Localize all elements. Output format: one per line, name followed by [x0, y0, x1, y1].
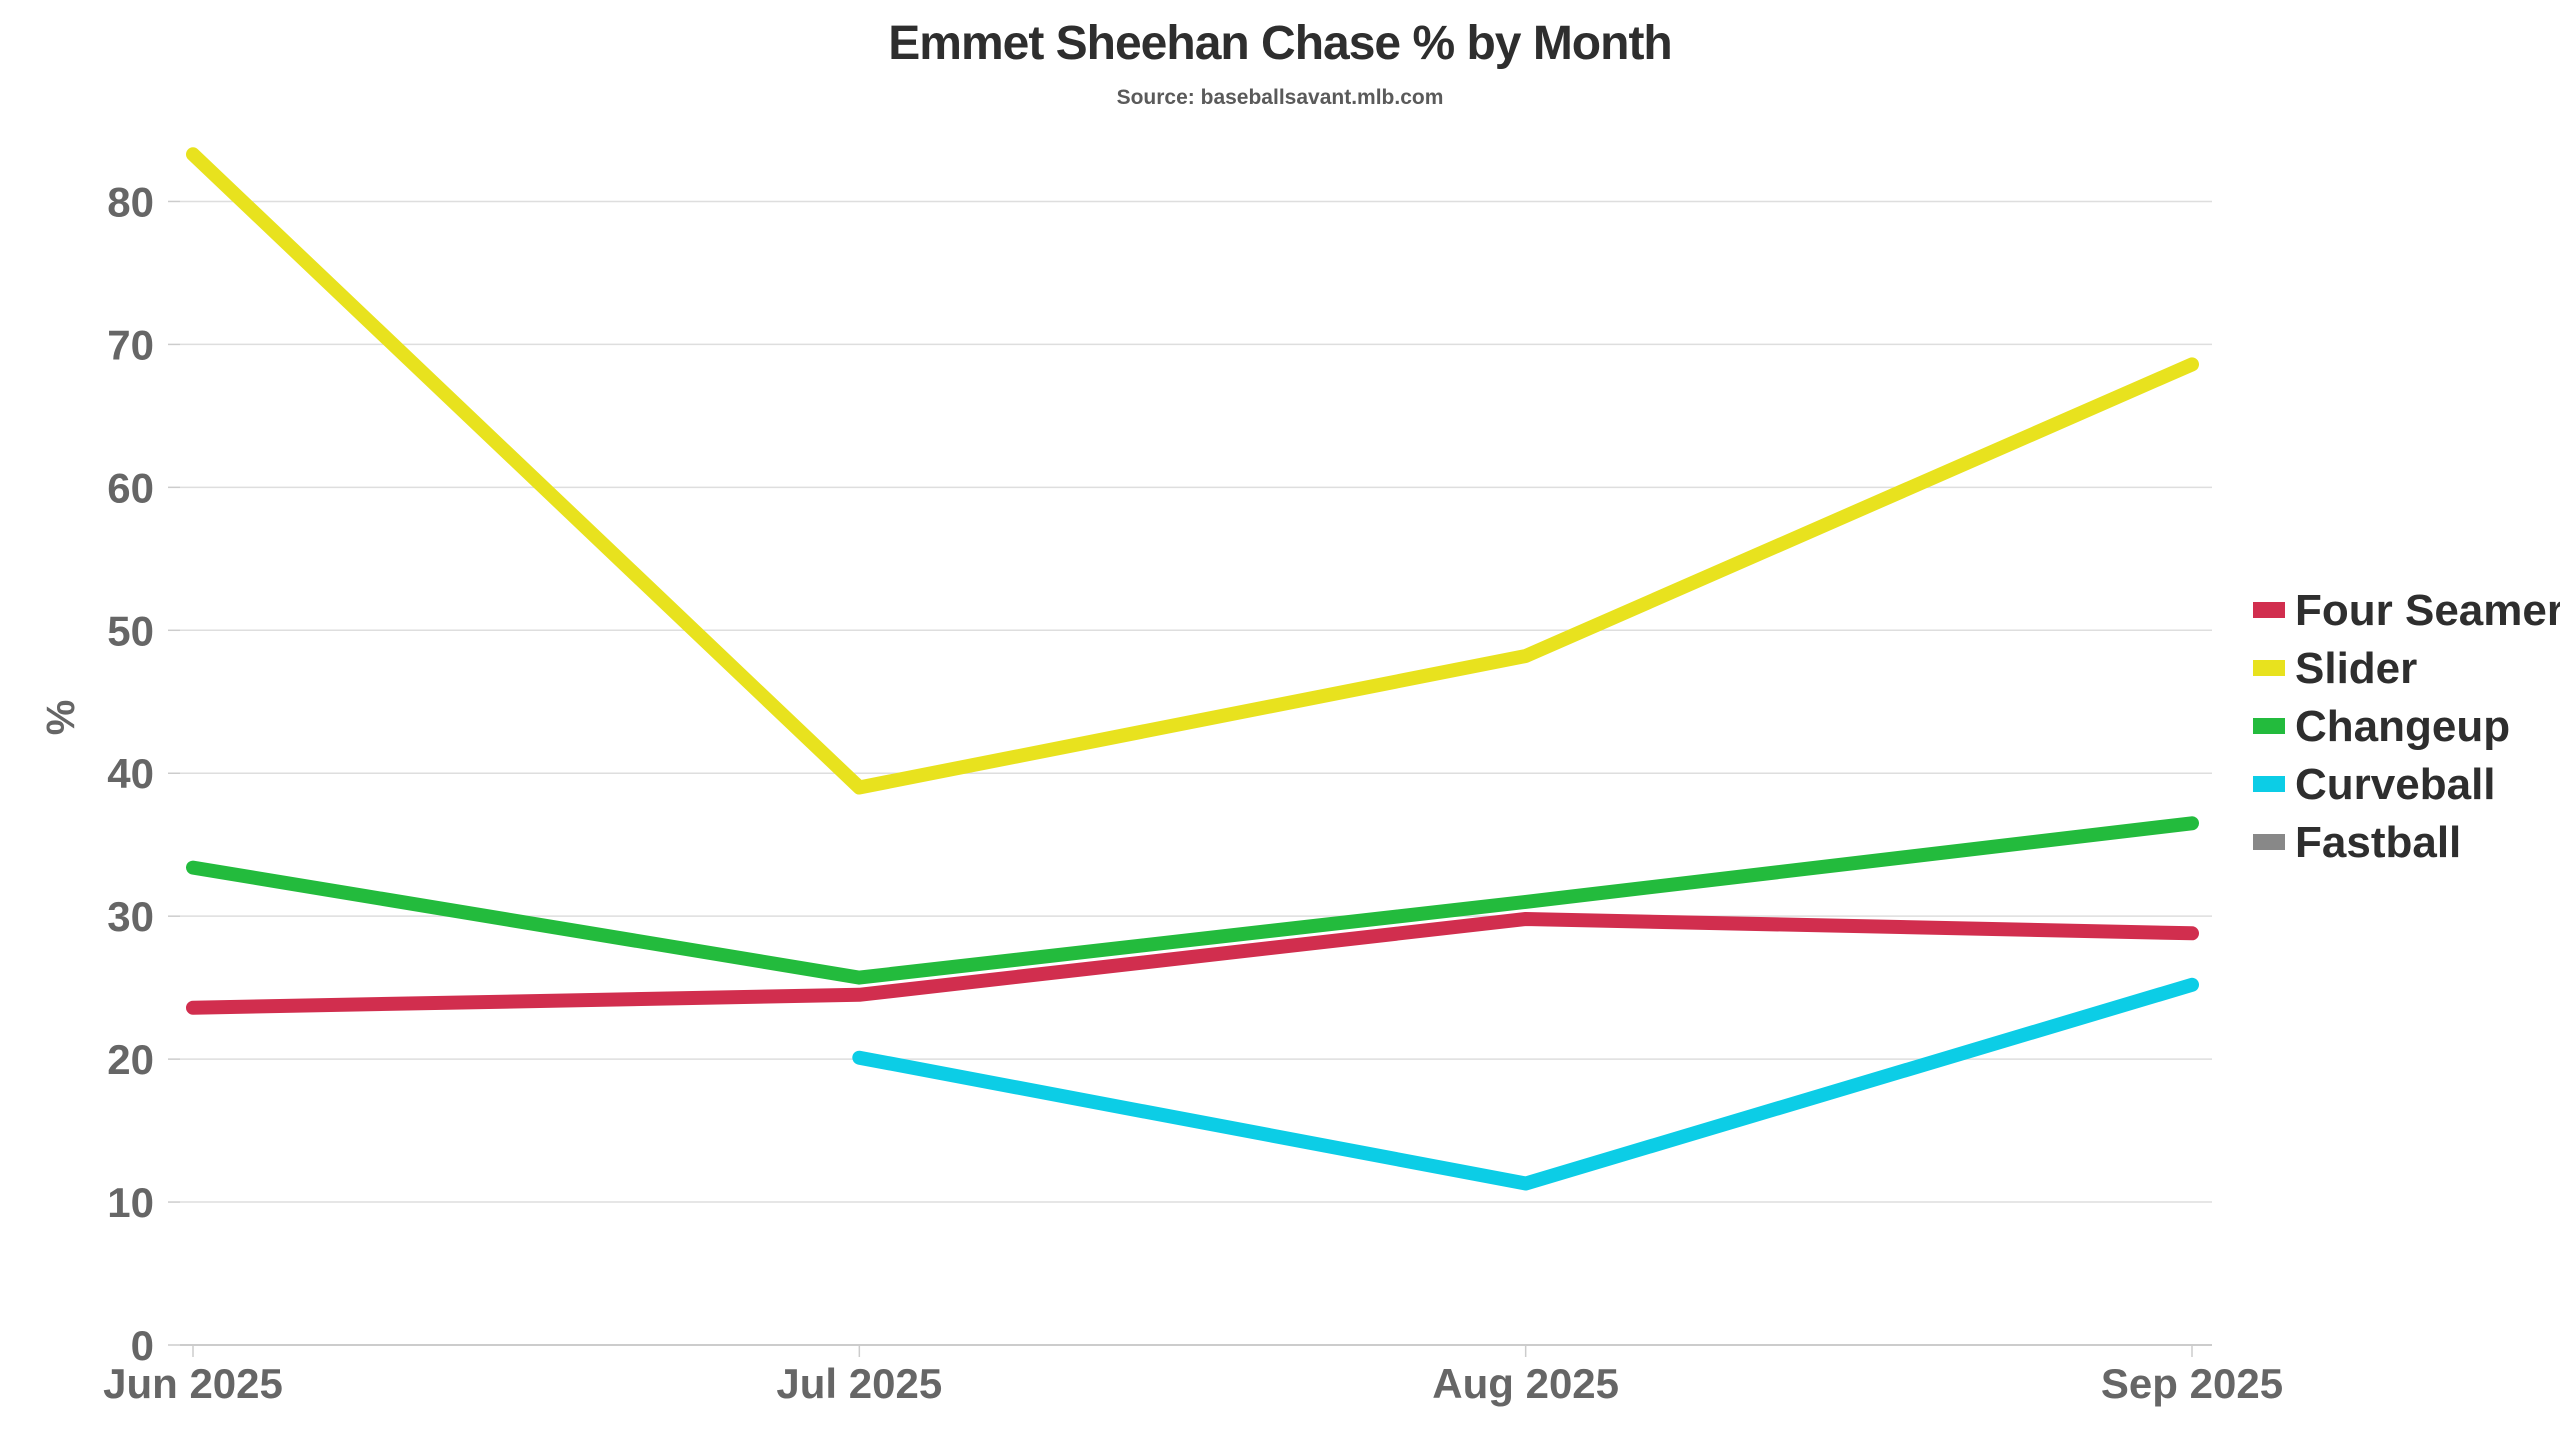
chart-subtitle: Source: baseballsavant.mlb.com — [1116, 86, 1444, 109]
x-tick-label: Sep 2025 — [2101, 1360, 2283, 1407]
legend: Four Seamer Slider Changeup Curveball Fastba… — [2253, 586, 2560, 867]
y-tick-label: 0 — [131, 1322, 154, 1369]
legend-label: Fastball — [2295, 818, 2461, 867]
series-line-slider — [186, 147, 2199, 795]
series-line-four-seamer — [186, 912, 2199, 1015]
legend-label: Slider — [2295, 644, 2417, 693]
series-lines — [186, 147, 2199, 1191]
legend-label: Four Seamer — [2295, 586, 2560, 635]
legend-swatch — [2253, 776, 2285, 792]
y-tick-label: 60 — [107, 464, 154, 511]
chart-title: Emmet Sheehan Chase % by Month — [888, 17, 1673, 70]
y-tick-label: 20 — [107, 1036, 154, 1083]
legend-label: Changeup — [2295, 702, 2510, 751]
legend-label: Curveball — [2295, 760, 2496, 809]
series-line-changeup — [186, 816, 2199, 985]
y-tick-label: 70 — [107, 321, 154, 368]
y-tick-label: 80 — [107, 178, 154, 225]
legend-swatch — [2253, 602, 2285, 618]
y-tick-label: 10 — [107, 1179, 154, 1226]
axes: 0 10 20 30 40 50 60 70 80 Jun 2025 Jul 2025 Aug 202… — [39, 178, 2283, 1407]
x-tick-label: Jun 2025 — [103, 1360, 283, 1407]
gridlines — [180, 200, 2212, 1203]
x-tick-label: Jul 2025 — [776, 1360, 942, 1407]
y-tick-label: 50 — [107, 607, 154, 654]
legend-swatch — [2253, 834, 2285, 850]
y-tick-label: 30 — [107, 893, 154, 940]
legend-swatch — [2253, 718, 2285, 734]
series-line-curveball — [852, 977, 2199, 1191]
y-tick-label: 40 — [107, 750, 154, 797]
legend-swatch — [2253, 660, 2285, 676]
x-tick-label: Aug 2025 — [1432, 1360, 1619, 1407]
y-axis-title: % — [39, 700, 83, 736]
